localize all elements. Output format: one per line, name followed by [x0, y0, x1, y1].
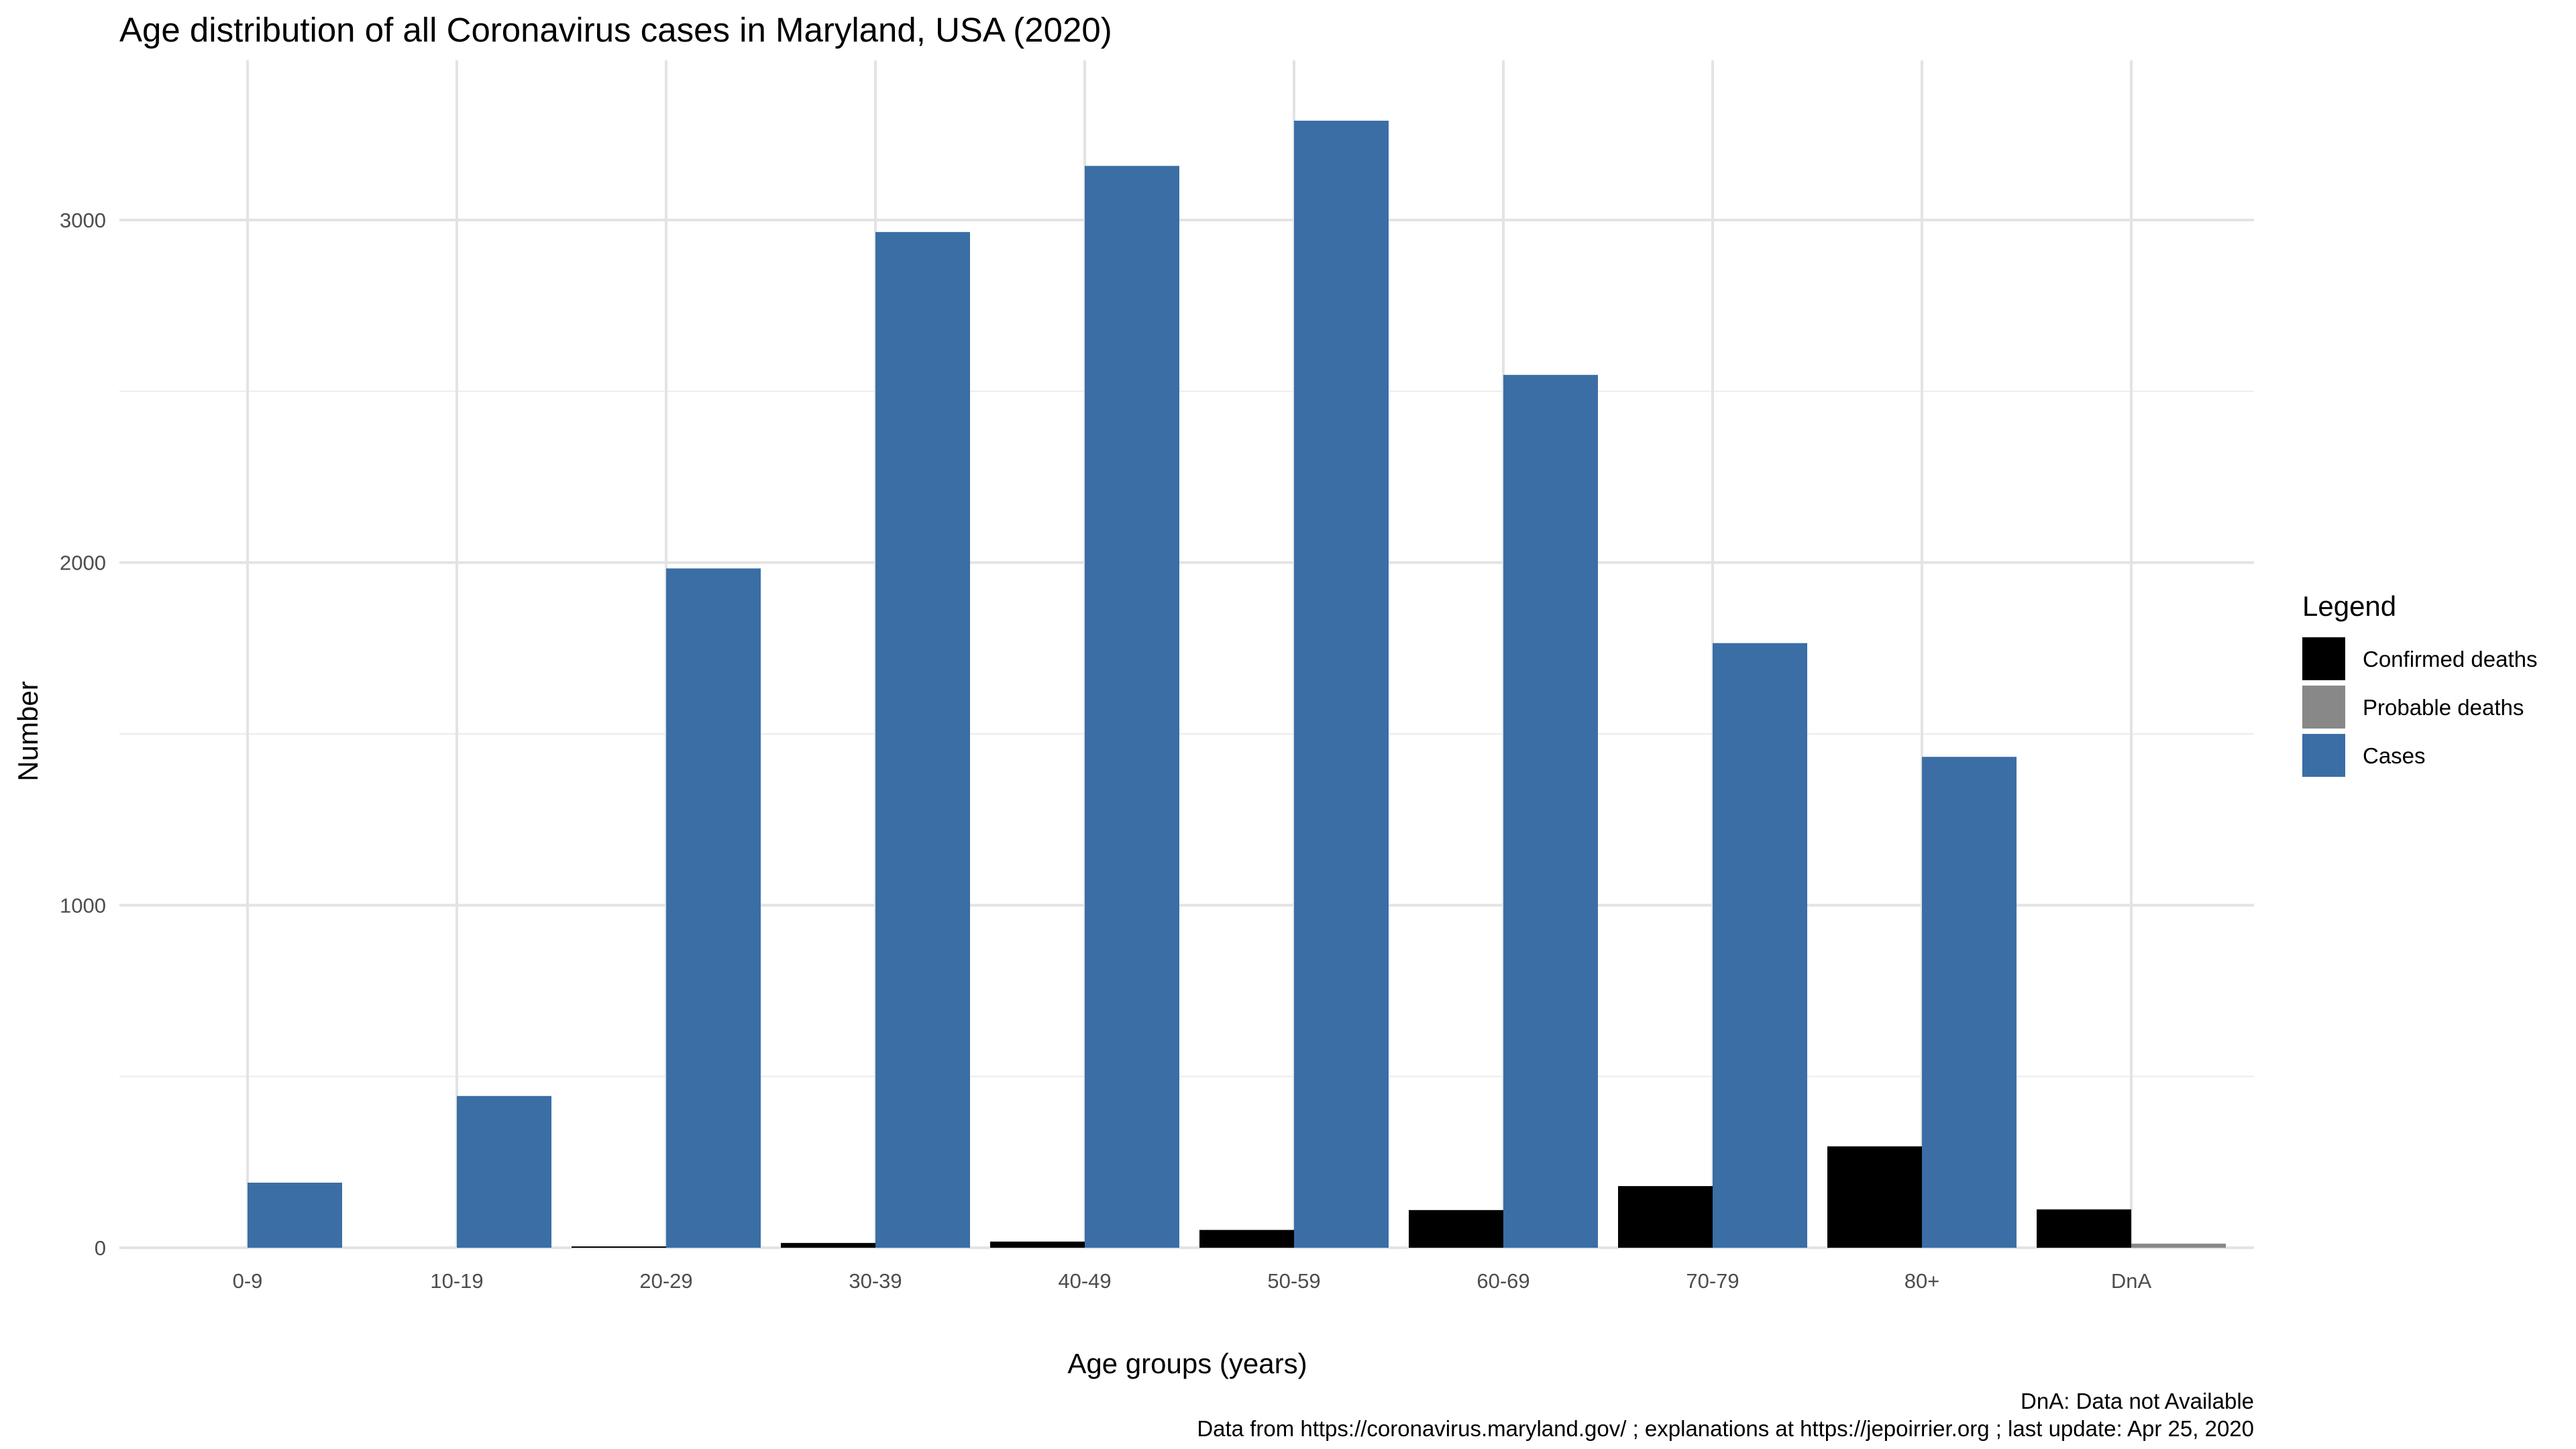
- x-tick-label: 70-79: [1686, 1269, 1739, 1293]
- x-tick-label: 50-59: [1267, 1269, 1320, 1293]
- bar-confirmed-deaths: [1409, 1210, 1503, 1248]
- caption-source: Data from https://coronavirus.maryland.g…: [1197, 1416, 2254, 1441]
- legend-key-confirmed-deaths: [2302, 637, 2345, 680]
- x-tick-label: 60-69: [1477, 1269, 1529, 1293]
- bar-confirmed-deaths: [1199, 1230, 1294, 1248]
- bar-confirmed-deaths: [990, 1241, 1085, 1248]
- x-tick-label: 40-49: [1058, 1269, 1111, 1293]
- bar-confirmed-deaths: [2037, 1209, 2131, 1248]
- x-tick-label: 20-29: [639, 1269, 692, 1293]
- x-axis-title: Age groups (years): [1067, 1348, 1307, 1379]
- legend-title: Legend: [2302, 590, 2396, 622]
- x-tick-label: 80+: [1904, 1269, 1940, 1293]
- bar-cases: [248, 1182, 342, 1248]
- bar-probable-deaths: [2131, 1243, 2226, 1248]
- bar-cases: [1922, 757, 2017, 1248]
- caption-dna: DnA: Data not Available: [2021, 1389, 2254, 1413]
- x-tick-label: DnA: [2111, 1269, 2152, 1293]
- y-tick-label: 0: [95, 1236, 106, 1260]
- bar-confirmed-deaths: [1827, 1146, 1922, 1248]
- bar-confirmed-deaths: [1618, 1186, 1713, 1248]
- x-tick-label: 10-19: [430, 1269, 483, 1293]
- x-tick-label: 30-39: [849, 1269, 902, 1293]
- y-tick-label: 1000: [60, 894, 106, 917]
- bar-cases: [1713, 643, 1807, 1248]
- chart-title: Age distribution of all Coronavirus case…: [119, 11, 1112, 49]
- bar-confirmed-deaths: [781, 1242, 875, 1248]
- legend: Legend Confirmed deaths Probable deaths Ca…: [2302, 590, 2537, 777]
- bar-cases: [1503, 374, 1598, 1248]
- y-tick-labels: 0 1000 2000 3000: [60, 209, 106, 1260]
- bars: [248, 120, 2226, 1248]
- bar-cases: [875, 231, 970, 1248]
- y-axis-title: Number: [12, 681, 44, 781]
- x-tick-label: 0-9: [233, 1269, 263, 1293]
- legend-key-cases: [2302, 734, 2345, 777]
- y-tick-label: 2000: [60, 551, 106, 575]
- bar-cases: [666, 568, 761, 1248]
- bar-cases: [457, 1095, 551, 1248]
- bar-cases: [1294, 120, 1389, 1248]
- bar-confirmed-deaths: [572, 1246, 666, 1248]
- y-tick-label: 3000: [60, 209, 106, 232]
- legend-label: Cases: [2363, 743, 2426, 768]
- legend-label: Probable deaths: [2363, 695, 2524, 720]
- legend-label: Confirmed deaths: [2363, 647, 2537, 672]
- legend-key-probable-deaths: [2302, 686, 2345, 729]
- x-tick-labels: 0-9 10-19 20-29 30-39 40-49 50-59 60-69 70-79 80…: [233, 1269, 2152, 1293]
- bar-cases: [1085, 166, 1179, 1248]
